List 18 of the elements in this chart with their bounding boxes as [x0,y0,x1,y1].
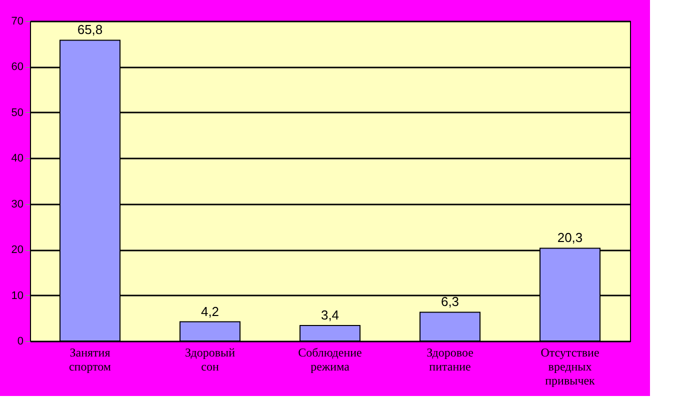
x-tick-label: Соблюдение режима [298,346,362,374]
y-tick-label: 40 [11,152,24,165]
data-label: 65,8 [77,22,103,38]
y-tick-label: 70 [11,16,24,28]
y-tick-label: 10 [11,290,24,302]
y-tick-label: 60 [11,61,24,74]
x-tick-label: Отсутствие вредных привычек [540,346,600,388]
y-tick-label: 50 [11,106,24,119]
data-label: 6,3 [440,294,460,310]
x-tick-label: Здоровое питание [426,346,474,374]
y-tick-label: 0 [17,336,24,348]
x-tick-label: Здоровый сон [185,346,236,374]
data-label: 20,3 [557,230,583,246]
x-tick-label: Занятия спортом [68,346,112,374]
y-tick-label: 30 [11,198,24,210]
y-tick-label: 20 [11,244,24,256]
data-label: 3,4 [320,307,340,322]
data-label: 4,2 [200,304,220,319]
